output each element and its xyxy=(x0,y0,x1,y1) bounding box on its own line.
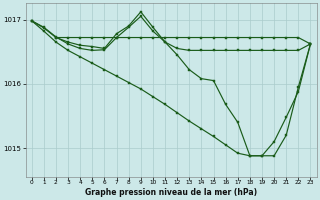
X-axis label: Graphe pression niveau de la mer (hPa): Graphe pression niveau de la mer (hPa) xyxy=(85,188,257,197)
